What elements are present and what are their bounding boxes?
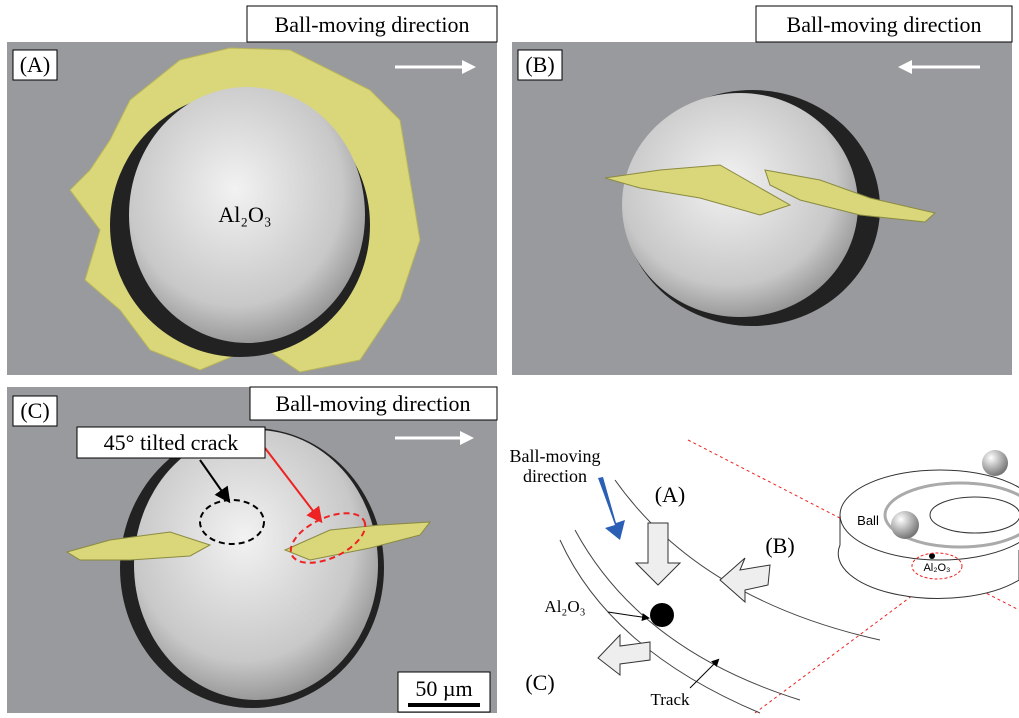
direction-label: Ball-moving direction (276, 391, 471, 416)
figure: (A) Ball-moving direction Al₂O₃ (B) Ball… (0, 0, 1019, 718)
annotation: 45° tilted crack (104, 430, 239, 455)
ring-hole (930, 497, 1019, 533)
schematic: Ball-moving direction (A) (B) (C) Al₂O₃ … (510, 440, 1019, 713)
panel-label: (B) (525, 52, 554, 77)
panel-c: 45° tilted crack (C) Ball-moving directi… (7, 387, 497, 713)
direction-label-2: direction (523, 466, 587, 486)
annotation: Al₂O₃ (218, 202, 271, 227)
direction-label: Ball-moving direction (787, 12, 982, 37)
track-label: Track (650, 690, 690, 709)
direction-label-1: Ball-moving (510, 446, 601, 466)
panel-b: (B) Ball-moving direction (512, 6, 1012, 375)
panel-a: (A) Ball-moving direction Al₂O₃ (7, 6, 497, 375)
pointer-arrow (690, 660, 718, 688)
view-arrow (636, 523, 680, 585)
scale-label: 50 µm (415, 676, 472, 701)
ball (891, 511, 919, 539)
panel-label: (C) (20, 398, 49, 423)
view-label: (C) (525, 670, 554, 695)
view-label: (A) (655, 482, 686, 507)
ball-label: Ball (857, 513, 879, 528)
direction-label: Ball-moving direction (275, 12, 470, 37)
ball (982, 450, 1008, 476)
view-arrow (720, 558, 770, 602)
view-arrow (598, 635, 650, 675)
inclusion-label: Al₂O₃ (544, 597, 585, 616)
inclusion-dot (929, 553, 935, 559)
direction-arrow (598, 477, 625, 540)
panel-label: (A) (20, 52, 51, 77)
inclusion-label: Al₂O₃ (923, 562, 950, 574)
ball-surface (134, 430, 378, 700)
view-label: (B) (765, 533, 794, 558)
inclusion-dot (650, 603, 674, 627)
